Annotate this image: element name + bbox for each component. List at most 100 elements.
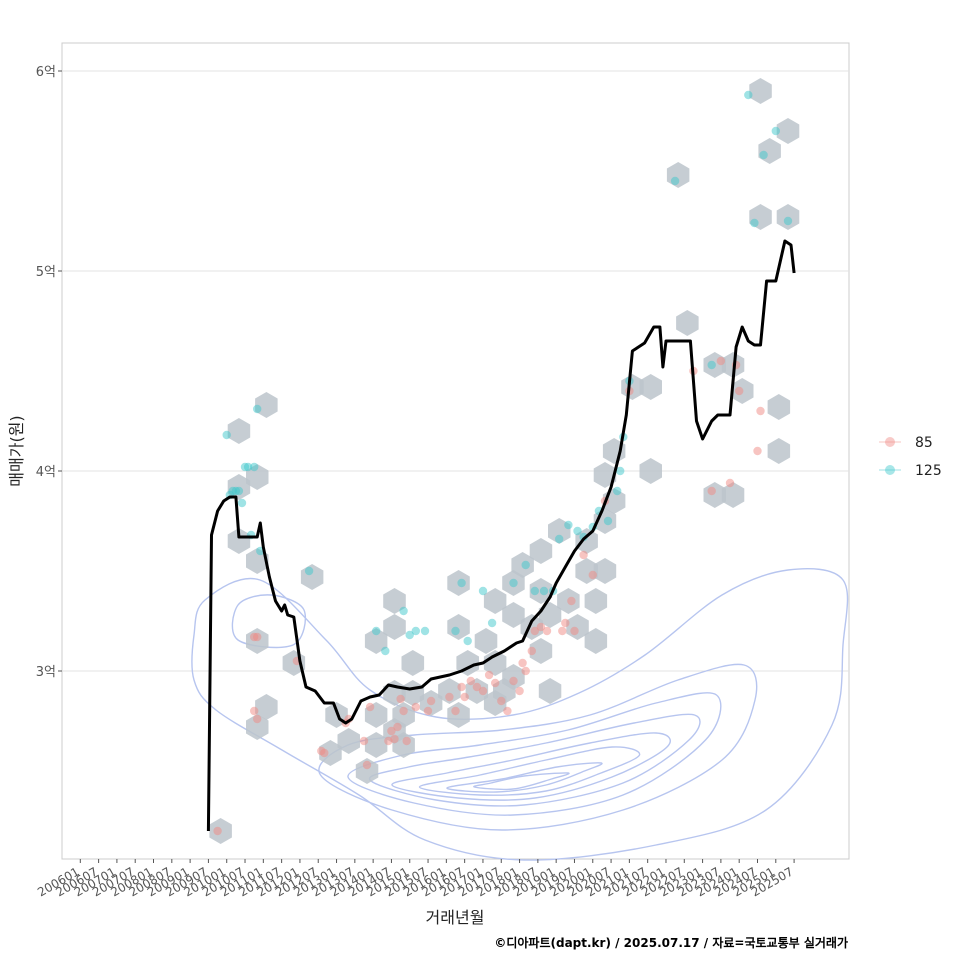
- legend-key-85: [885, 437, 895, 447]
- x-axis-ticks: 2006012006072007012007072008012008072009…: [35, 859, 796, 900]
- density-contour: [347, 692, 722, 816]
- grid: [62, 70, 849, 672]
- hexbin-cell: [721, 482, 745, 508]
- data-point-85: [478, 686, 488, 696]
- hexbin-cell: [639, 458, 662, 484]
- hexbin-cell: [776, 118, 800, 144]
- data-point-125: [234, 486, 244, 496]
- data-point-85: [570, 626, 579, 636]
- x-axis-title: 거래년월: [426, 908, 485, 927]
- hexbin-cell: [383, 588, 406, 614]
- data-point-125: [411, 626, 420, 636]
- data-point-85: [402, 736, 411, 746]
- data-point-125: [670, 176, 680, 186]
- data-point-85: [365, 702, 375, 712]
- hexbin-cell: [438, 678, 461, 704]
- data-point-85: [472, 682, 482, 692]
- data-point-125: [487, 618, 497, 628]
- data-point-85: [515, 686, 524, 696]
- data-point-125: [521, 560, 530, 570]
- data-point-85: [423, 706, 433, 716]
- data-point-85: [558, 626, 567, 636]
- hexbin-cell: [246, 714, 269, 740]
- hexbin-cell: [749, 78, 772, 104]
- data-point-85: [536, 622, 546, 632]
- hexbin-cell: [483, 588, 507, 614]
- data-point-85: [716, 356, 726, 366]
- data-point-85: [320, 748, 329, 758]
- legend: 85 125: [879, 435, 942, 479]
- data-point-85: [521, 666, 530, 676]
- data-point-125: [253, 404, 262, 414]
- data-point-125: [451, 626, 460, 636]
- data-point-125: [222, 430, 231, 440]
- data-point-85: [393, 722, 402, 732]
- hexbin-cell: [246, 548, 269, 574]
- data-point-85: [445, 692, 454, 702]
- hexbin-cell: [639, 374, 662, 400]
- data-point-85: [542, 626, 552, 636]
- hexbin-cell: [502, 602, 525, 628]
- data-point-125: [771, 126, 780, 136]
- data-point-85: [213, 826, 222, 836]
- hexbin-cell: [255, 392, 278, 418]
- hexbin-cell: [538, 678, 562, 704]
- density-contour: [368, 713, 701, 807]
- hexbin-cell: [483, 650, 507, 676]
- y-tick-label: 4억: [36, 465, 56, 480]
- data-point-125: [381, 646, 390, 656]
- data-point-85: [426, 696, 436, 706]
- data-point-85: [579, 550, 588, 560]
- data-point-85: [518, 658, 527, 668]
- data-point-85: [756, 406, 765, 416]
- y-tick-label: 3억: [36, 665, 56, 680]
- hexbin-cell: [584, 588, 608, 614]
- series-line: [206, 239, 796, 832]
- data-point-85: [460, 692, 469, 702]
- density-contour: [318, 663, 758, 831]
- data-point-85: [753, 446, 762, 456]
- plot-panel: [61, 42, 850, 860]
- y-axis-ticks: 3억 4억 5억 6억: [36, 65, 62, 680]
- data-point-85: [466, 676, 475, 686]
- data-point-85: [491, 678, 500, 688]
- data-point-125: [613, 486, 622, 496]
- hexbin-cell: [227, 418, 251, 444]
- data-point-85: [396, 694, 405, 704]
- data-point-85: [588, 570, 597, 580]
- data-point-85: [530, 626, 539, 636]
- legend-label-125: 125: [915, 463, 942, 479]
- hexbin-cell: [401, 650, 425, 676]
- data-point-125: [420, 626, 430, 636]
- density-contour: [418, 746, 641, 796]
- density-contour: [231, 594, 307, 649]
- density-contours: [191, 568, 849, 861]
- density-contour: [191, 568, 849, 861]
- data-point-125: [405, 630, 414, 640]
- data-point-125: [616, 466, 625, 476]
- y-tick-label: 6억: [36, 65, 56, 80]
- data-point-125: [759, 150, 768, 160]
- scatter-points: [213, 90, 793, 836]
- data-point-125: [243, 462, 253, 472]
- data-point-125: [783, 216, 793, 226]
- density-contour: [473, 772, 570, 791]
- hexbin-cell: [246, 464, 269, 490]
- data-point-85: [253, 632, 262, 642]
- data-point-125: [399, 606, 408, 616]
- data-point-85: [390, 734, 399, 744]
- data-point-85: [725, 478, 735, 488]
- hexbin-cell: [538, 602, 562, 628]
- data-point-125: [750, 218, 759, 228]
- data-point-125: [250, 462, 259, 472]
- data-point-85: [250, 706, 259, 716]
- data-point-85: [527, 646, 536, 656]
- data-point-85: [567, 596, 576, 606]
- hexbin-cell: [584, 628, 608, 654]
- hexbin-cell: [767, 438, 791, 464]
- data-point-85: [561, 618, 570, 628]
- data-point-85: [253, 714, 262, 724]
- data-point-125: [304, 566, 314, 576]
- hexbin-cell: [767, 394, 791, 420]
